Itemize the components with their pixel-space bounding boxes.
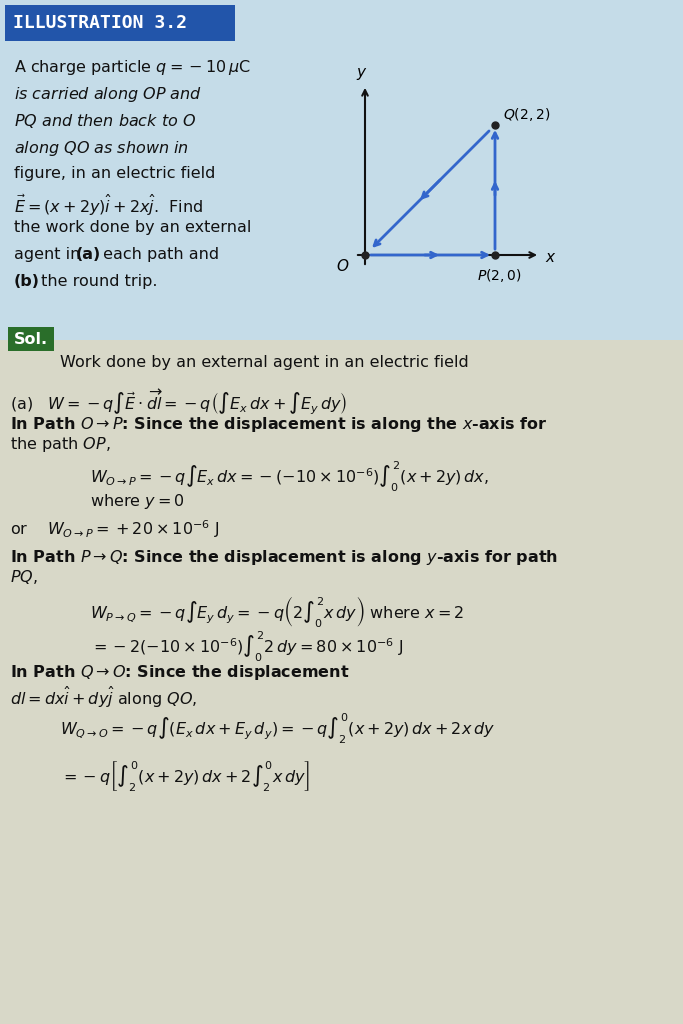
Text: $\vec{E} = (x + 2y)\hat{i} + 2x\hat{j}$.  Find: $\vec{E} = (x + 2y)\hat{i} + 2x\hat{j}$.… xyxy=(14,193,203,218)
Bar xyxy=(0,0,683,340)
Text: $dl = dx\hat{i} + dy\hat{j}$ along $QO$,: $dl = dx\hat{i} + dy\hat{j}$ along $QO$, xyxy=(10,685,197,710)
Text: $O$: $O$ xyxy=(335,258,349,274)
Text: figure, in an electric field: figure, in an electric field xyxy=(14,166,215,181)
Text: along $QO$ as shown in: along $QO$ as shown in xyxy=(14,139,189,158)
Text: $W_{Q\rightarrow O} = -q\int(E_x\,dx + E_y\,d_y) = -q\int_2^0 (x+2y)\,dx + 2x\,d: $W_{Q\rightarrow O} = -q\int(E_x\,dx + E… xyxy=(60,712,495,746)
Text: In Path $O \rightarrow P$: Since the displacement is along the $x$-axis for: In Path $O \rightarrow P$: Since the dis… xyxy=(10,415,548,434)
Text: $PQ$ and then back to $O$: $PQ$ and then back to $O$ xyxy=(14,112,196,130)
Text: or$\quad$ $W_{O\rightarrow P} = +20\times 10^{-6}$ J: or$\quad$ $W_{O\rightarrow P} = +20\time… xyxy=(10,518,219,540)
Bar xyxy=(0,340,683,1024)
Text: Sol.: Sol. xyxy=(14,332,48,346)
Text: A charge particle $q = -10\,\mu$C: A charge particle $q = -10\,\mu$C xyxy=(14,58,251,77)
Text: Work done by an external agent in an electric field: Work done by an external agent in an ele… xyxy=(60,355,469,370)
Text: where $y = 0$: where $y = 0$ xyxy=(90,492,184,511)
Text: the round trip.: the round trip. xyxy=(36,274,158,289)
Text: In Path $Q \rightarrow O$: Since the displacement: In Path $Q \rightarrow O$: Since the dis… xyxy=(10,663,350,682)
Text: $W_{O\rightarrow P} = -q\int E_x\,dx = -(-10\times 10^{-6})\int_0^2 (x+2y)\,dx,$: $W_{O\rightarrow P} = -q\int E_x\,dx = -… xyxy=(90,460,489,495)
Text: $= -2(-10\times 10^{-6})\int_0^2 2\,dy = 80\times 10^{-6}$ J: $= -2(-10\times 10^{-6})\int_0^2 2\,dy =… xyxy=(90,630,404,665)
Text: $Q(2, 2)$: $Q(2, 2)$ xyxy=(503,106,550,123)
Text: the path $OP$,: the path $OP$, xyxy=(10,435,111,454)
Text: (a): (a) xyxy=(76,247,101,262)
Text: (a)   $W = -q\int \vec{E}\cdot\overrightarrow{dl} = -q\left(\int E_x\,dx + \int : (a) $W = -q\int \vec{E}\cdot\overrightar… xyxy=(10,388,348,418)
Text: the work done by an external: the work done by an external xyxy=(14,220,251,234)
Text: $x$: $x$ xyxy=(545,251,557,265)
Text: agent in: agent in xyxy=(14,247,85,262)
Bar xyxy=(8,327,54,351)
Text: $y$: $y$ xyxy=(357,66,367,82)
Text: $W_{P\rightarrow Q} = -q\int E_y\,d_y = -q\left(2\int_0^2 x\,dy\right)$ where $x: $W_{P\rightarrow Q} = -q\int E_y\,d_y = … xyxy=(90,594,464,629)
Text: ILLUSTRATION 3.2: ILLUSTRATION 3.2 xyxy=(13,14,187,32)
Text: $PQ$,: $PQ$, xyxy=(10,568,38,586)
Text: $P(2, 0)$: $P(2, 0)$ xyxy=(477,267,521,284)
Text: In Path $P \rightarrow Q$: Since the displacement is along $y$-axis for path: In Path $P \rightarrow Q$: Since the dis… xyxy=(10,548,558,567)
Text: each path and: each path and xyxy=(98,247,219,262)
Text: is carried along $OP$ and: is carried along $OP$ and xyxy=(14,85,202,104)
Text: (b): (b) xyxy=(14,274,40,289)
Bar xyxy=(5,5,235,41)
Text: $= -q\left[\int_2^0 (x+2y)\,dx + 2\int_2^0 x\,dy\right]$: $= -q\left[\int_2^0 (x+2y)\,dx + 2\int_2… xyxy=(60,760,310,795)
